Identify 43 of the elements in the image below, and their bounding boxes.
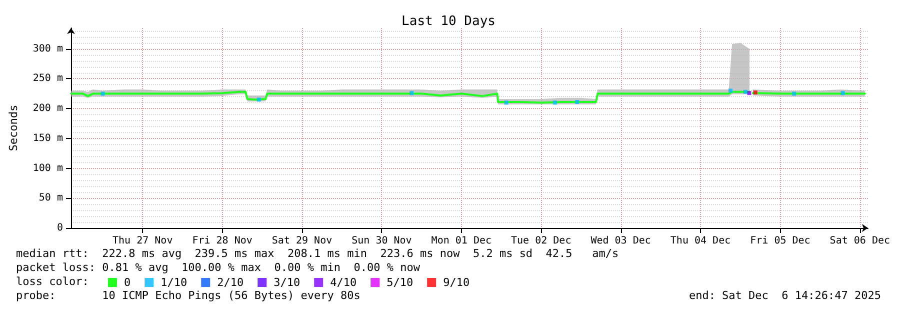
point [410,91,414,96]
legend-label: 4/10 [330,276,357,289]
y-tick-label: 200 m [32,103,63,114]
y-tick-label: 100 m [32,162,63,174]
y-axis-title: Seconds [7,104,20,152]
legend-label: 1/10 [160,276,188,289]
x-tick-label: Sat 06 Dec [830,236,890,246]
x-tick-label: Sun 30 Nov [352,236,412,246]
point [747,91,752,96]
point [256,98,261,102]
x-tick-label: Thu 27 Nov [112,236,173,246]
x-tick-label: Sat 29 Nov [272,236,332,246]
legend-title: loss color: [16,275,89,288]
point [728,88,732,93]
legend-label: 3/10 [274,276,300,289]
y-tick-label: 300 m [32,43,63,54]
y-tick-label: 150 m [32,132,63,144]
point [575,100,580,104]
point [100,92,105,96]
text: median rtt: 222.8 ms avg 239.5 ms max 208.1 ms min 223.6 ms now 5.2 ms sd 42.5 am/s [16,247,619,260]
y-tick-label: 250 m [32,73,63,84]
chart-title: Last 10 Days [402,14,496,29]
point [840,91,845,96]
x-tick-label: Fri 28 Nov [192,236,252,246]
legend-label: 2/10 [217,276,244,289]
text: packet loss: 0.81 % avg 100.00 % max 0.00 % min 0.00 % now [16,261,420,274]
point [753,90,758,94]
text: end: Sat Dec 6 14:26:47 2025 [688,289,882,302]
y-tick-label: 50 m [38,192,63,204]
point [552,100,557,105]
x-tick-label: Thu 04 Dec [670,236,731,246]
x-tick-label: Wed 03 Dec [590,236,651,246]
x-tick-label: Mon 01 Dec [431,236,492,246]
point [504,100,508,105]
legend-label: 5/10 [386,276,414,289]
point [792,92,796,96]
legend-label: 0 [124,276,131,289]
x-tick-label: Fri 05 Dec [750,236,810,246]
legend-label: 9/10 [443,276,470,289]
point [743,90,748,94]
text: probe: 10 ICMP Echo Pings (56 Bytes) every 80s [16,289,360,302]
x-tick-label: Tue 02 Dec [511,236,572,246]
y-tick-label: 0 [56,222,63,234]
